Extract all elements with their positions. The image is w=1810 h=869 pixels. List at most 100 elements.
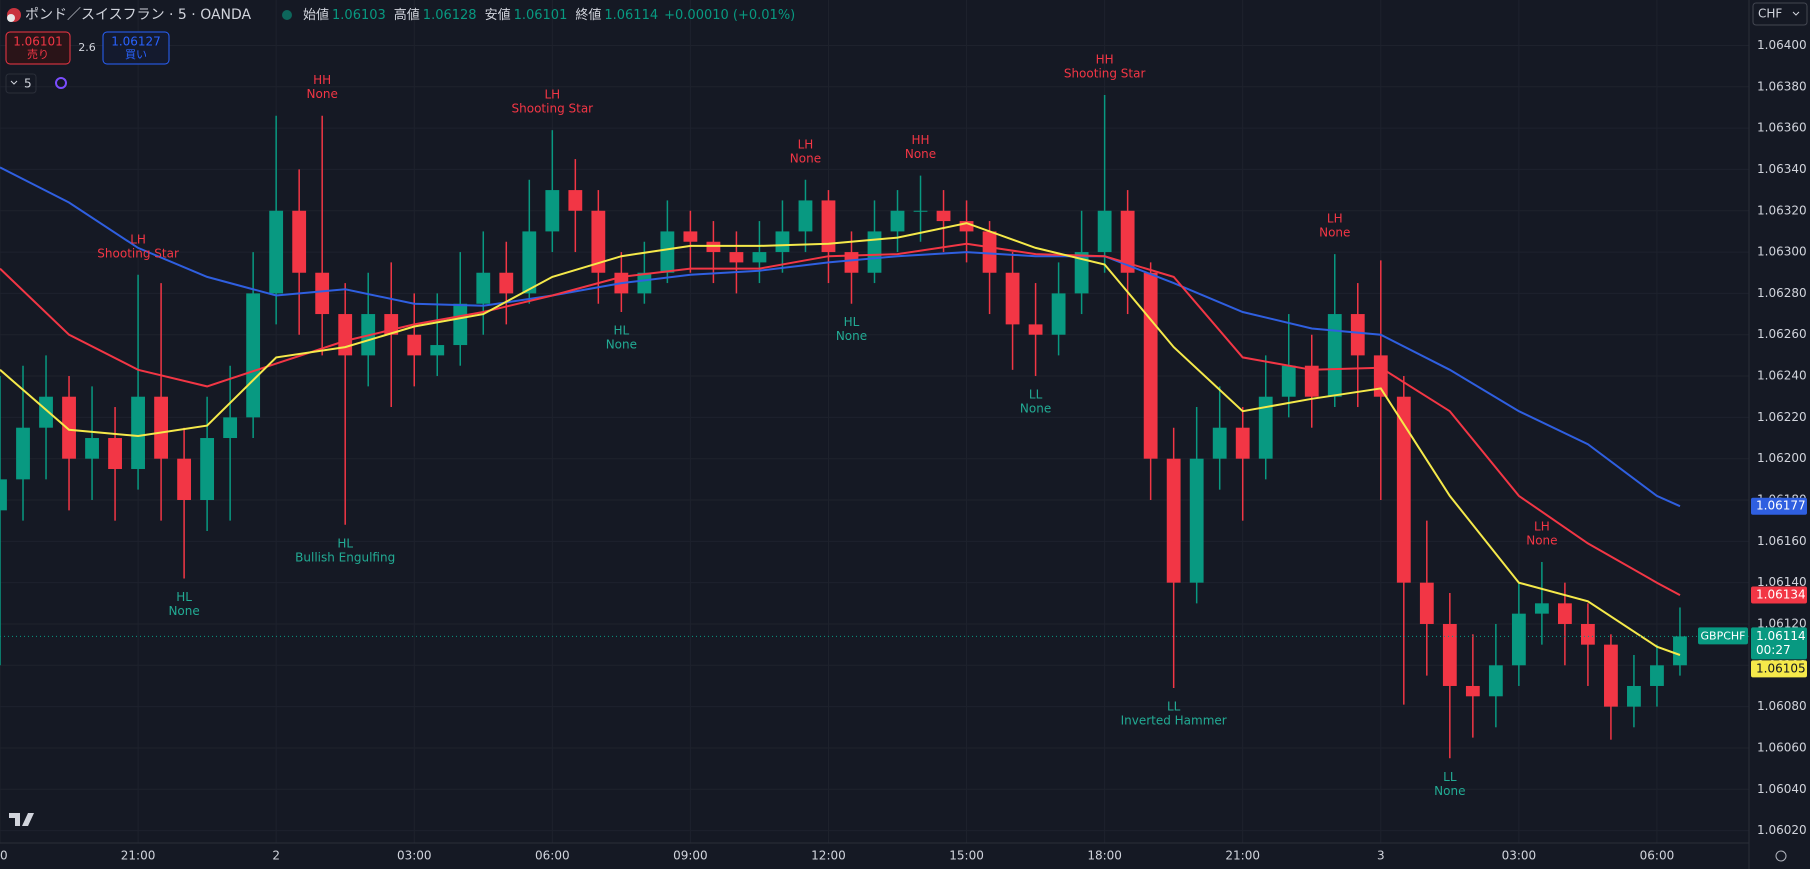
countdown: 00:27 <box>1756 643 1791 657</box>
settings-icon[interactable] <box>1775 850 1787 862</box>
candle-body <box>821 200 836 253</box>
pivot-pattern: Shooting Star <box>97 246 179 260</box>
candle-body <box>338 314 353 356</box>
y-tick-label: 1.06060 <box>1757 740 1807 754</box>
candle-body <box>936 210 951 222</box>
buy-button[interactable] <box>102 31 170 65</box>
pivot-label: HL <box>844 315 860 329</box>
pivot-pattern: Shooting Star <box>1064 67 1146 81</box>
candle-body <box>1281 365 1296 397</box>
x-tick-label: 18:00 <box>1087 849 1122 863</box>
pivot-pattern: None <box>790 151 821 165</box>
candle-body <box>798 200 813 232</box>
refresh-icon[interactable] <box>55 77 67 89</box>
candle-body <box>16 427 30 480</box>
pivot-pattern: Bullish Engulfing <box>295 550 395 564</box>
candle-body <box>1396 396 1411 583</box>
candle-body <box>1235 427 1250 459</box>
y-tick-label: 1.06080 <box>1757 699 1807 713</box>
pivot-label: HL <box>613 323 629 337</box>
pivot-pattern: None <box>836 329 867 343</box>
indicator-count: 5 <box>24 77 32 91</box>
candle-body <box>913 210 928 212</box>
x-tick-label: 3 <box>1377 849 1385 863</box>
x-tick-label: 03:00 <box>1502 849 1537 863</box>
pivot-label: LL <box>1167 700 1181 714</box>
pivot-pattern: None <box>1434 784 1465 798</box>
candle-body <box>1373 355 1388 397</box>
candle-body <box>890 210 905 232</box>
currency-button[interactable] <box>1752 2 1808 26</box>
candle-body <box>982 231 997 273</box>
current-price-box <box>1751 627 1807 660</box>
candle-body <box>637 272 652 294</box>
candle-body <box>1120 210 1135 273</box>
y-tick-label: 1.06320 <box>1757 203 1807 217</box>
x-tick-label: 03:00 <box>397 849 432 863</box>
candle-body <box>1028 324 1043 335</box>
candle-body <box>1673 636 1687 666</box>
pivot-label: HL <box>337 536 353 550</box>
pivot-pattern: None <box>606 337 637 351</box>
y-tick-label: 1.06260 <box>1757 327 1807 341</box>
candle-body <box>1581 623 1595 645</box>
candle-body <box>752 252 767 263</box>
moving-average <box>0 222 1681 656</box>
label: 高値 <box>394 7 420 23</box>
pivot-label: HH <box>1096 53 1114 67</box>
moving-average <box>0 166 1681 508</box>
candle-body <box>154 396 168 459</box>
candle-body <box>1189 458 1204 583</box>
label: 始値 <box>303 7 329 23</box>
y-tick-label: 1.06280 <box>1757 286 1807 300</box>
x-tick-label: 21:00 <box>121 849 156 863</box>
symbol-tag-label: GBPCHF <box>1701 629 1746 642</box>
x-tick-label: 21:00 <box>1225 849 1260 863</box>
candle-body <box>1005 272 1020 325</box>
candle-body <box>1166 458 1181 583</box>
y-tick-label: 1.06360 <box>1757 121 1807 135</box>
sell-price: 1.06101 <box>13 35 63 49</box>
price-tag <box>1751 586 1807 604</box>
candle-body <box>1488 665 1503 697</box>
pivot-pattern: None <box>1319 226 1350 240</box>
candle-body <box>1304 365 1319 397</box>
candle-body <box>1212 427 1227 459</box>
indicator-toggle[interactable] <box>5 73 37 94</box>
candle-body <box>1350 314 1365 356</box>
y-tick-label: 1.06240 <box>1757 369 1807 383</box>
candle-body <box>1143 272 1158 459</box>
y-tick-label: 1.06220 <box>1757 410 1807 424</box>
pivot-label: HH <box>912 133 930 147</box>
y-tick-label: 1.06040 <box>1757 782 1807 796</box>
symbol-tag <box>1698 627 1748 645</box>
candle-body <box>660 231 675 273</box>
label: 終値 <box>575 7 601 23</box>
pivot-pattern: Shooting Star <box>512 102 594 116</box>
value: 1.06128 <box>423 8 477 23</box>
candle-body <box>1650 665 1664 686</box>
chevron <box>10 80 18 85</box>
candle-body <box>430 345 445 356</box>
x-tick-label: 12:00 <box>811 849 846 863</box>
price-tag-label: 1.06177 <box>1756 499 1806 513</box>
candle-body <box>545 190 560 232</box>
market-status <box>282 10 292 20</box>
candle-body <box>522 231 537 294</box>
candle-body <box>315 272 330 315</box>
pivot-label: HL <box>176 590 192 604</box>
candle-body <box>177 458 192 501</box>
pivot-pattern: None <box>307 87 338 101</box>
change: +0.00010 (+0.01%) <box>664 8 795 23</box>
candle-body <box>1442 623 1457 686</box>
candle-body <box>476 272 491 304</box>
sell-label: 売り <box>27 48 49 61</box>
chevron <box>1792 11 1800 16</box>
x-tick-label: 15:00 <box>949 849 984 863</box>
price-tag <box>1751 497 1807 515</box>
candle-body <box>683 231 698 242</box>
overlay: ポンド／スイスフラン · 5 · OANDA 始値 1.06103 高値 1.0612… <box>5 2 1808 862</box>
candle-body <box>269 210 284 294</box>
sell-button[interactable] <box>5 31 71 65</box>
